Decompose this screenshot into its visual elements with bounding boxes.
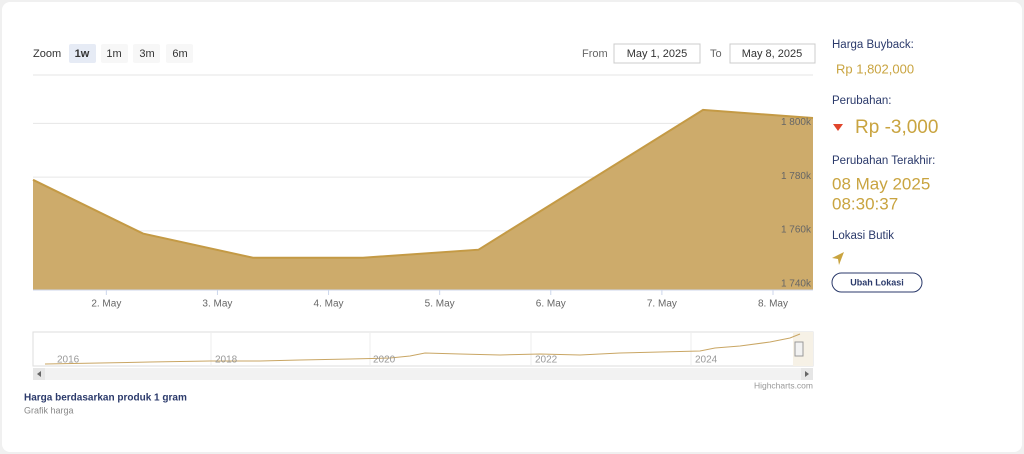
- to-date[interactable]: May 8, 2025: [742, 48, 803, 60]
- area-fill: [33, 109, 813, 290]
- navigator-year: 2024: [695, 355, 718, 366]
- navigator-year: 2022: [535, 355, 558, 366]
- location-button[interactable]: [831, 272, 923, 293]
- buyback-label: Harga Buyback:: [832, 39, 914, 51]
- zoom-button[interactable]: 6m: [172, 48, 187, 60]
- change-value: Rp -3,000: [855, 117, 938, 138]
- plot: 1 740k 1 760k 1 780k 1 800k 2. May 3. May 4. M…: [32, 108, 814, 310]
- navigator-line: [44, 333, 801, 365]
- zoom-label: Zoom: [33, 48, 61, 60]
- last-change-label: Perubahan Terakhir:: [832, 155, 935, 167]
- zoom-button-bg: [166, 44, 193, 63]
- y-tick-label: 1 800k: [781, 117, 812, 128]
- area-line: [32, 108, 814, 259]
- zoom-button-bg: [101, 44, 128, 63]
- y-tick-label: 1 740k: [781, 278, 812, 289]
- navigator-handle[interactable]: [794, 341, 804, 357]
- last-change-time: 08:30:37: [832, 194, 898, 213]
- zoom-button-bg: [69, 44, 96, 63]
- zoom-button[interactable]: 1m: [106, 48, 121, 60]
- caption-title: Harga berdasarkan produk 1 gram: [24, 393, 187, 404]
- navigator-year: 2020: [373, 355, 396, 366]
- arrow: [37, 371, 41, 377]
- location-label: Lokasi Butik: [832, 230, 894, 242]
- navigator-grid: [210, 332, 692, 366]
- x-tick-label: 8. May: [758, 299, 788, 310]
- from-date[interactable]: May 1, 2025: [627, 48, 688, 60]
- caption-subtitle: Grafik harga: [24, 405, 74, 415]
- arrow: [805, 371, 809, 377]
- zoom-button[interactable]: 3m: [139, 48, 154, 60]
- credits[interactable]: Highcharts.com: [754, 380, 813, 390]
- x-tick-label: 7. May: [647, 299, 677, 310]
- y-tick-label: 1 780k: [781, 171, 812, 182]
- buyback-value: Rp 1,802,000: [836, 61, 914, 76]
- scrollbar[interactable]: [33, 368, 813, 380]
- navigator: [32, 331, 814, 367]
- y-tick-label: 1 760k: [781, 225, 812, 236]
- navigator-year: 2018: [215, 355, 238, 366]
- date-input[interactable]: [613, 43, 701, 64]
- x-tick-label: 2. May: [91, 299, 121, 310]
- x-tick-label: 4. May: [314, 299, 344, 310]
- change-label: Perubahan:: [832, 95, 891, 107]
- to-label: To: [710, 48, 722, 60]
- x-tick-label: 5. May: [425, 299, 455, 310]
- x-tick-label: 3. May: [202, 299, 232, 310]
- last-change-date: 08 May 2025: [832, 174, 930, 193]
- location-icon: [832, 252, 844, 265]
- location-button-label[interactable]: Ubah Lokasi: [850, 277, 904, 287]
- down-icon: [833, 124, 843, 131]
- x-tick-label: 6. May: [536, 299, 566, 310]
- zoom-button[interactable]: 1w: [75, 48, 90, 60]
- navigator-year: 2016: [57, 355, 80, 366]
- from-label: From: [582, 48, 608, 60]
- zoom-button-bg: [133, 44, 160, 63]
- date-input[interactable]: [729, 43, 816, 64]
